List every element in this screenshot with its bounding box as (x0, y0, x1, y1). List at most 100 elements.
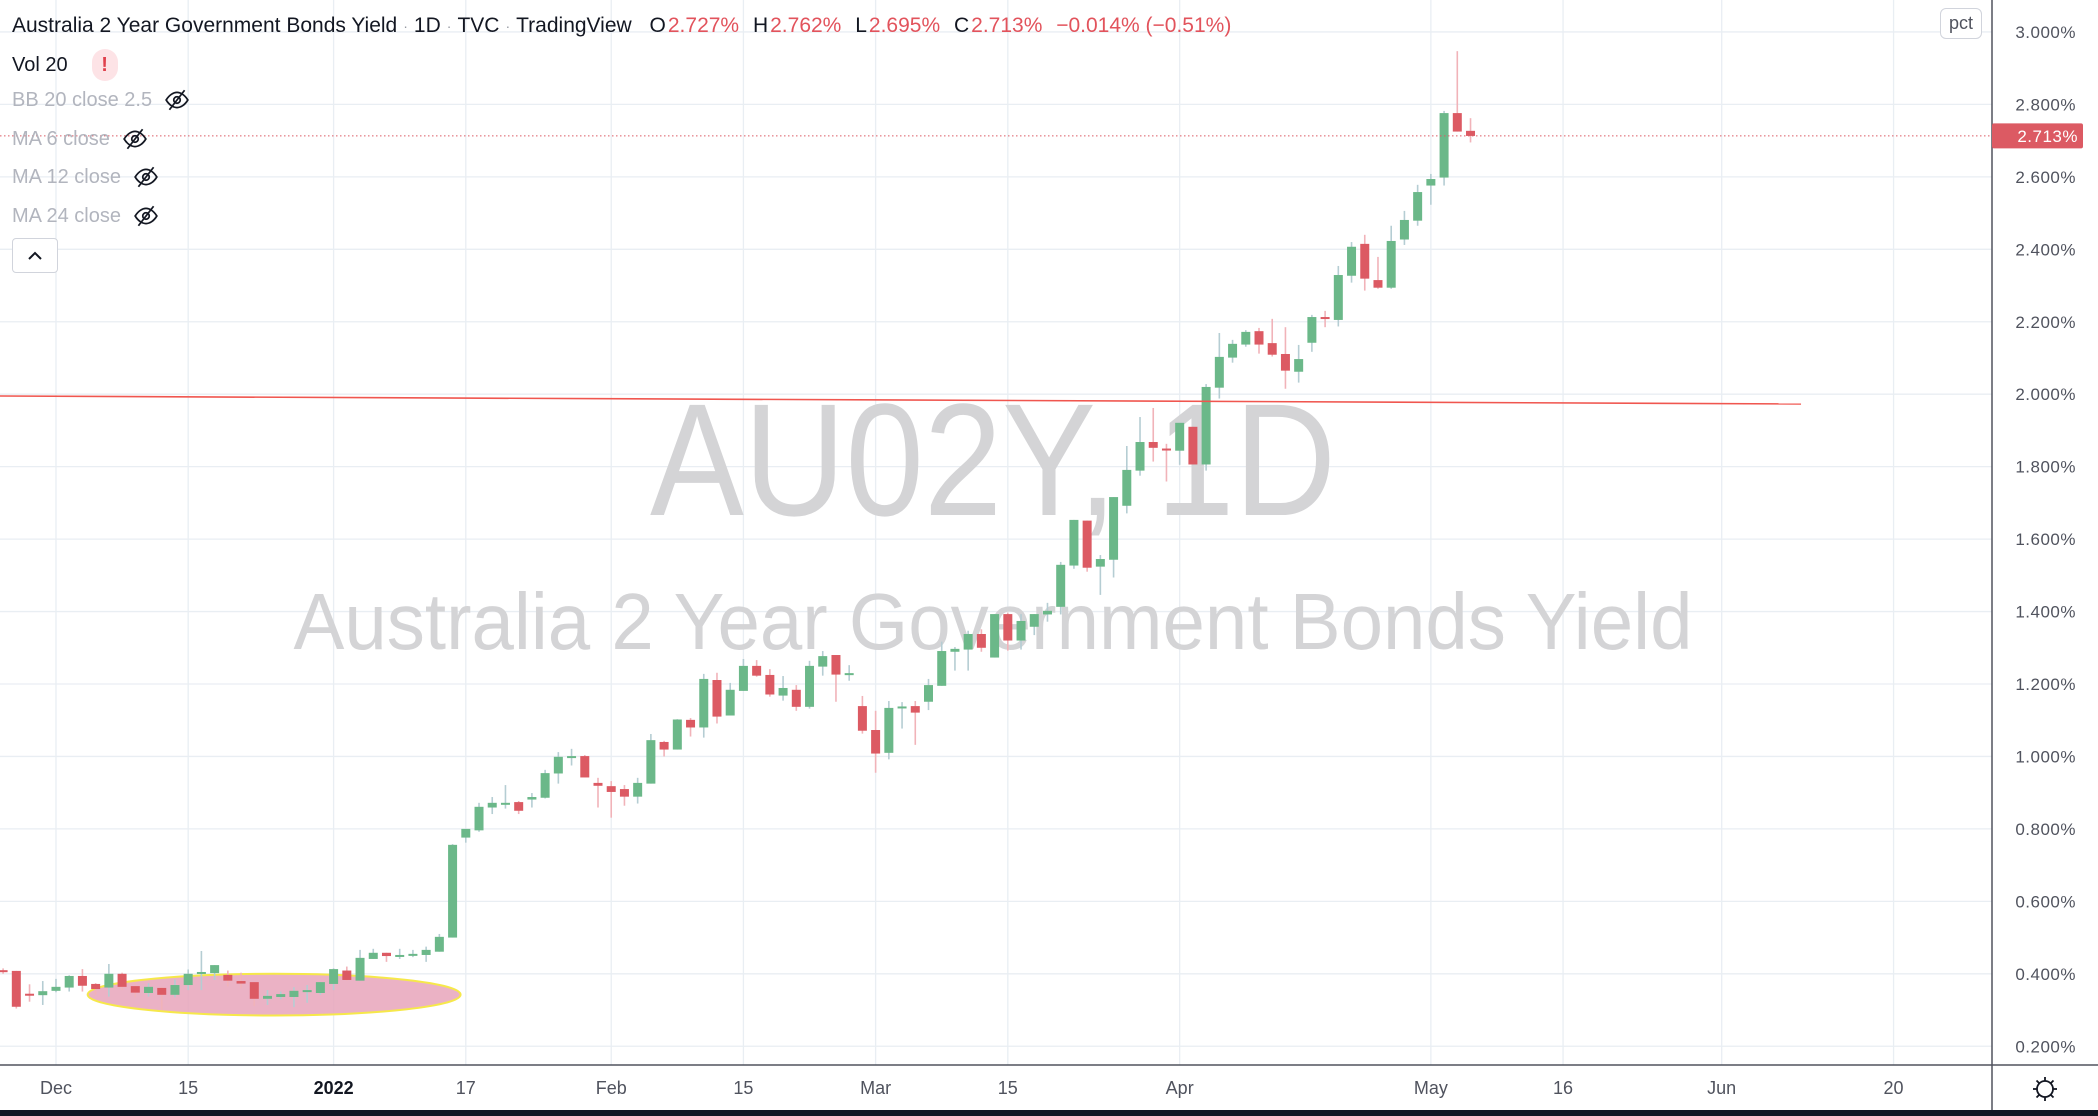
candle-body (1082, 520, 1092, 568)
candle-body (976, 634, 986, 648)
candle-body (725, 689, 735, 716)
candle (976, 629, 986, 652)
candle-body (712, 680, 722, 717)
candle-body (1175, 422, 1185, 451)
candle-body (1320, 317, 1330, 320)
candle (990, 614, 1000, 658)
candle (950, 647, 960, 671)
candle (1280, 327, 1290, 389)
candle (1016, 614, 1026, 650)
candle-body (91, 983, 101, 990)
candle (818, 651, 828, 676)
candle (712, 672, 722, 724)
price-tick-label: 0.800% (2015, 820, 2076, 839)
candle (1320, 310, 1330, 328)
candle-body (342, 970, 352, 980)
candle (593, 777, 603, 808)
change-value: −0.014% (−0.51%) (1056, 14, 1232, 37)
candles-layer (0, 51, 1476, 1011)
time-tick-label: 15 (733, 1078, 753, 1098)
candle (738, 659, 748, 691)
candle (924, 678, 933, 711)
candle-body (553, 756, 563, 774)
candle (1373, 256, 1383, 289)
candle-body (1003, 614, 1013, 641)
candle-body (368, 952, 378, 959)
trend-line (0, 395, 1802, 405)
symbol-header: Australia 2 Year Government Bonds Yield ·… (12, 12, 1231, 40)
candle-body (567, 756, 577, 759)
indicator-label: MA 6 close (12, 128, 110, 150)
candle (183, 969, 193, 991)
candle-body (580, 756, 590, 778)
candle (553, 752, 563, 784)
candle-body (38, 991, 48, 996)
candle-body (791, 689, 801, 707)
candle-body (765, 674, 775, 695)
symbol-title[interactable]: Australia 2 Year Government Bonds Yield (12, 14, 398, 37)
indicator-bb[interactable]: BB 20 close 2.5 (12, 87, 190, 113)
candle-body (289, 990, 299, 997)
eye-crossed-icon[interactable] (164, 87, 190, 113)
candle-body (619, 789, 629, 797)
candle-body (738, 665, 748, 691)
candle-body (871, 730, 881, 754)
candle-body (130, 986, 140, 993)
candle-body (527, 797, 537, 800)
gear-icon[interactable] (2030, 1074, 2060, 1104)
candle (1161, 443, 1171, 482)
candle-body (672, 719, 682, 750)
candle (619, 785, 629, 806)
candle-body (844, 673, 854, 676)
eye-crossed-icon[interactable] (122, 126, 148, 152)
bottom-bar (0, 1110, 2098, 1116)
candle (606, 781, 616, 818)
indicator-vol[interactable]: Vol 20 ! (12, 49, 118, 81)
candle-body (408, 953, 418, 956)
candle (580, 755, 590, 778)
time-tick-label: Apr (1166, 1078, 1194, 1098)
candle-body (315, 982, 325, 993)
interval[interactable]: 1D (413, 14, 441, 37)
eye-crossed-icon[interactable] (133, 203, 159, 229)
candle (408, 949, 418, 958)
candle-body (857, 706, 867, 731)
candle (1056, 561, 1066, 615)
percent-scale-button[interactable]: pct (1940, 8, 1982, 39)
indicator-ma12[interactable]: MA 12 close (12, 164, 159, 190)
candle-body (421, 949, 431, 955)
candle (831, 655, 841, 702)
candle (1201, 384, 1211, 471)
last-price-badge (1992, 123, 2083, 149)
candle (1254, 327, 1264, 354)
eye-crossed-icon[interactable] (133, 164, 159, 190)
indicator-ma6[interactable]: MA 6 close (12, 126, 148, 152)
watermark-symbol: AU02Y, 1D (650, 370, 1336, 549)
error-icon[interactable]: ! (91, 49, 118, 81)
last-price-text: 2.713% (2017, 127, 2078, 146)
indicator-ma24[interactable]: MA 24 close (12, 203, 159, 229)
candle (461, 828, 471, 843)
indicator-label: MA 12 close (12, 166, 121, 188)
indicator-label: MA 24 close (12, 205, 121, 227)
time-tick-label: Dec (40, 1078, 72, 1098)
annotations-layer (86, 972, 462, 1017)
price-tick-label: 1.800% (2015, 458, 2076, 477)
candle-body (461, 828, 471, 838)
candle-body (884, 707, 894, 753)
candle-body (1214, 356, 1224, 388)
candle-body (0, 970, 8, 973)
candle-body (778, 687, 788, 696)
ohlc-values: O2.727% H2.762% L2.695% C2.713% −0.014% … (650, 14, 1232, 37)
candle-body (381, 952, 391, 957)
price-tick-label: 1.600% (2015, 530, 2076, 549)
price-tick-label: 1.400% (2015, 603, 2076, 622)
candle (91, 983, 101, 995)
candle-body (1042, 610, 1052, 615)
candle (157, 986, 167, 1011)
collapse-legend-button[interactable] (12, 238, 58, 273)
indicator-label: BB 20 close 2.5 (12, 89, 153, 111)
candle (752, 660, 762, 677)
low-value: 2.695% (868, 14, 941, 37)
